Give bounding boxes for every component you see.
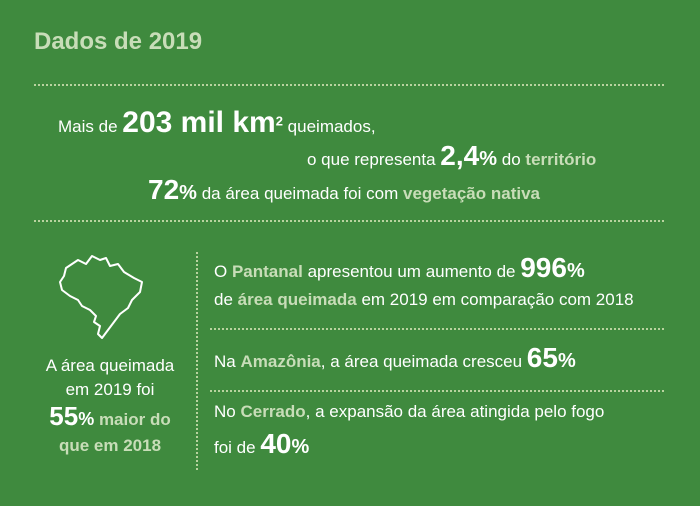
pantanal-line2-text: em 2019 em comparação com 2018 [361, 290, 634, 309]
stat-territory-prefix: o que representa [307, 150, 436, 169]
pantanal-text: apresentou um aumento de [307, 262, 516, 281]
divider-vertical [196, 252, 198, 470]
stat-area-superscript: 2 [275, 113, 283, 129]
amazonia-highlight: Amazônia [240, 352, 321, 371]
cerrado-highlight: Cerrado [240, 402, 306, 421]
page-title: Dados de 2019 [34, 28, 203, 55]
left-stat-percent: % [78, 409, 95, 429]
amazonia-percent: % [557, 350, 576, 372]
left-text-1: A área queimada [45, 356, 175, 375]
stat-area-prefix: Mais de [58, 117, 118, 136]
pantanal-line-2: de área queimada em 2019 em comparação c… [214, 290, 634, 310]
cerrado-line-1: No Cerrado, a expansão da área atingida … [214, 402, 604, 422]
pantanal-line2-highlight: área queimada [237, 290, 357, 309]
pantanal-prefix: O [214, 262, 228, 281]
amazonia-prefix: Na [214, 352, 236, 371]
amazonia-value: 65 [526, 342, 558, 373]
cerrado-prefix: No [214, 402, 236, 421]
divider-top [34, 84, 664, 86]
stat-native-mid: da área queimada foi com [201, 184, 399, 203]
amazonia-text: , a área queimada cresceu [320, 352, 523, 371]
stat-area-burned: Mais de 203 mil km2 queimados, [58, 106, 376, 140]
pantanal-value: 996 [520, 252, 567, 283]
divider-middle [34, 220, 664, 222]
stat-territory-mid: do [501, 150, 521, 169]
pantanal-percent: % [566, 260, 585, 282]
stat-native: 72% da área queimada foi com vegetação n… [148, 174, 540, 206]
cerrado-line-2: foi de 40% [214, 428, 309, 460]
brazil-map-icon [59, 255, 143, 339]
stat-area-suffix: queimados, [287, 117, 376, 136]
divider-right-1 [210, 328, 664, 330]
left-stat-highlight-2: que em 2018 [58, 436, 162, 455]
stat-territory-value: 2,4 [440, 140, 480, 171]
left-stat-highlight-1: maior do [98, 410, 171, 429]
pantanal-line-1: O Pantanal apresentou um aumento de 996% [214, 252, 585, 284]
cerrado-line2-prefix: foi de [214, 438, 256, 457]
stat-native-value: 72 [148, 174, 180, 205]
stat-territory-highlight: território [525, 150, 597, 169]
pantanal-line2-prefix: de [214, 290, 233, 309]
stat-native-percent: % [179, 182, 197, 204]
divider-right-2 [210, 390, 664, 392]
cerrado-value: 40 [260, 428, 292, 459]
stat-territory-percent: % [479, 148, 498, 170]
left-stat: 55% maior do [30, 401, 190, 432]
stat-native-highlight: vegetação nativa [402, 184, 540, 203]
left-stat-value: 55 [49, 401, 79, 431]
cerrado-percent: % [291, 436, 310, 458]
stat-area-value: 203 mil km [122, 106, 276, 139]
left-text-2: em 2019 foi [65, 380, 155, 399]
stat-territory: o que representa 2,4% do território [307, 140, 596, 172]
amazonia-line: Na Amazônia, a área queimada cresceu 65% [214, 342, 576, 374]
cerrado-text: , a expansão da área atingida pelo fogo [305, 402, 605, 421]
pantanal-highlight: Pantanal [231, 262, 303, 281]
